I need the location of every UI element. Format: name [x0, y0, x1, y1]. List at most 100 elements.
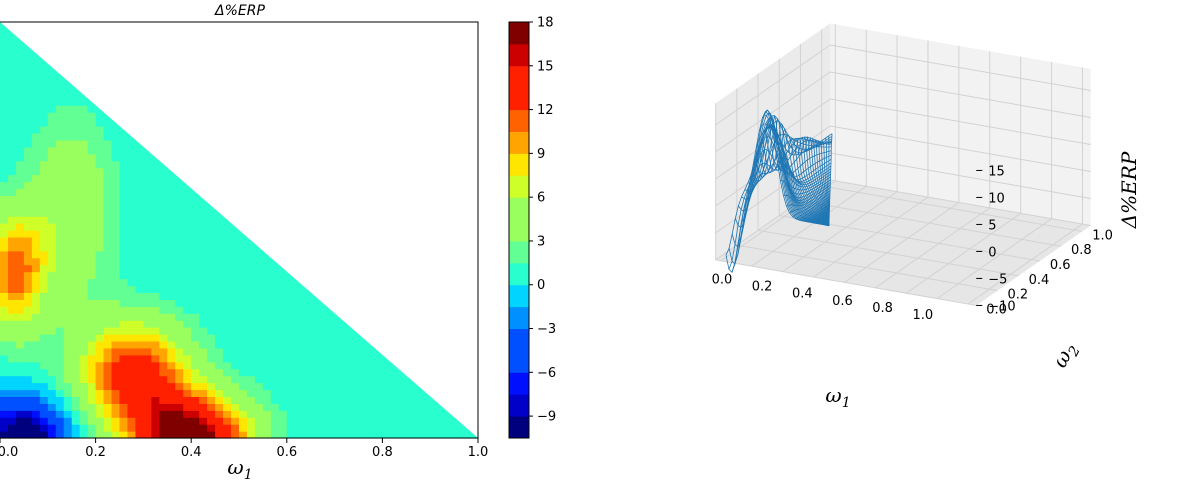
- contour-x-tick-label: 0.8: [372, 445, 393, 460]
- contour-cell: [0, 105, 9, 113]
- contour-cell: [183, 230, 192, 238]
- contour-cell: [246, 389, 256, 397]
- contour-cell: [31, 126, 41, 134]
- contour-cell: [119, 257, 129, 266]
- contour-cell: [191, 299, 200, 307]
- contour-cell: [278, 389, 288, 397]
- contour-cell: [159, 403, 168, 411]
- contour-cell: [223, 299, 232, 307]
- contour-cell: [39, 292, 49, 300]
- grid-line: [830, 98, 1091, 146]
- contour-cell: [119, 195, 129, 203]
- contour-cell: [406, 431, 415, 439]
- contour-cell: [47, 340, 57, 349]
- contour-cell: [231, 375, 240, 384]
- contour-cell: [167, 236, 176, 245]
- contour-cell: [39, 174, 49, 183]
- contour-cell: [103, 257, 113, 266]
- contour-cell: [334, 361, 344, 370]
- contour-x-tick-label: 0.6: [276, 445, 297, 460]
- contour-cell: [0, 230, 9, 238]
- contour-cell: [79, 271, 89, 280]
- contour-cell: [103, 306, 113, 314]
- contour-cell: [231, 230, 240, 238]
- contour-cell: [159, 334, 168, 342]
- contour-cell: [31, 299, 41, 307]
- contour-cell: [47, 257, 57, 266]
- contour-cell: [262, 292, 272, 300]
- contour-cell: [87, 424, 97, 432]
- contour-cell: [63, 236, 73, 245]
- contour-cell: [87, 132, 97, 141]
- contour-cell: [39, 98, 49, 106]
- contour-cell: [175, 250, 184, 259]
- contour-cell: [334, 354, 344, 363]
- contour-cell: [119, 278, 129, 287]
- contour-cell: [7, 126, 17, 134]
- contour-cell: [159, 361, 168, 370]
- contour-cell: [151, 320, 160, 328]
- contour-cell: [294, 306, 304, 314]
- contour-cell: [159, 285, 168, 293]
- contour-cell: [262, 396, 272, 404]
- contour-cell: [358, 389, 368, 397]
- contour-cell: [127, 195, 137, 203]
- contour-cell: [39, 146, 49, 155]
- contour-cell: [159, 417, 168, 425]
- contour-cell: [167, 292, 176, 300]
- contour-cell: [39, 236, 49, 245]
- contour-cell: [143, 230, 152, 238]
- contour-cell: [366, 424, 376, 432]
- contour-cell: [398, 424, 407, 432]
- contour-cell: [135, 306, 144, 314]
- contour-cell: [294, 389, 304, 397]
- contour-cell: [159, 223, 168, 231]
- contour-cell: [286, 375, 296, 384]
- contour-cell: [31, 257, 41, 266]
- contour-cell: [23, 306, 33, 314]
- contour-cell: [87, 216, 97, 224]
- contour-cell: [15, 153, 25, 162]
- contour-cell: [350, 382, 360, 391]
- contour-cell: [111, 320, 121, 328]
- colorbar-band: [509, 284, 529, 308]
- contour-cell: [0, 146, 9, 155]
- contour-cell: [191, 195, 200, 203]
- contour-cell: [390, 361, 399, 370]
- contour-cell: [87, 347, 97, 356]
- surface-z-tick-label: 0: [988, 245, 996, 260]
- contour-cell: [159, 181, 168, 189]
- contour-cell: [47, 146, 57, 155]
- contour-cell: [127, 306, 137, 314]
- contour-cell: [7, 63, 17, 72]
- contour-cell: [71, 313, 81, 321]
- contour-cell: [422, 431, 431, 439]
- contour-cell: [0, 382, 9, 391]
- contour-cell: [262, 340, 272, 349]
- contour-cell: [207, 243, 216, 252]
- contour-cell: [103, 410, 113, 418]
- grid-line: [751, 185, 867, 267]
- contour-cell: [0, 306, 9, 314]
- contour-cell: [55, 174, 65, 183]
- contour-cell: [15, 285, 25, 293]
- contour-cell: [215, 313, 224, 321]
- contour-cell: [55, 167, 65, 176]
- contour-cell: [135, 160, 144, 169]
- contour-cell: [47, 271, 57, 280]
- contour-cell: [31, 119, 41, 127]
- contour-cell: [55, 250, 65, 259]
- surface-z-tick-label: −5: [988, 272, 1007, 287]
- contour-cell: [239, 431, 248, 439]
- contour-cell: [95, 271, 105, 280]
- contour-cell: [39, 257, 49, 266]
- contour-cell: [302, 327, 312, 335]
- surface-line: [819, 140, 830, 226]
- contour-cell: [254, 299, 264, 307]
- contour-cell: [151, 250, 160, 259]
- colorbar-band: [509, 22, 529, 45]
- contour-cell: [310, 410, 320, 418]
- contour-cell: [167, 216, 176, 224]
- contour-cell: [23, 340, 33, 349]
